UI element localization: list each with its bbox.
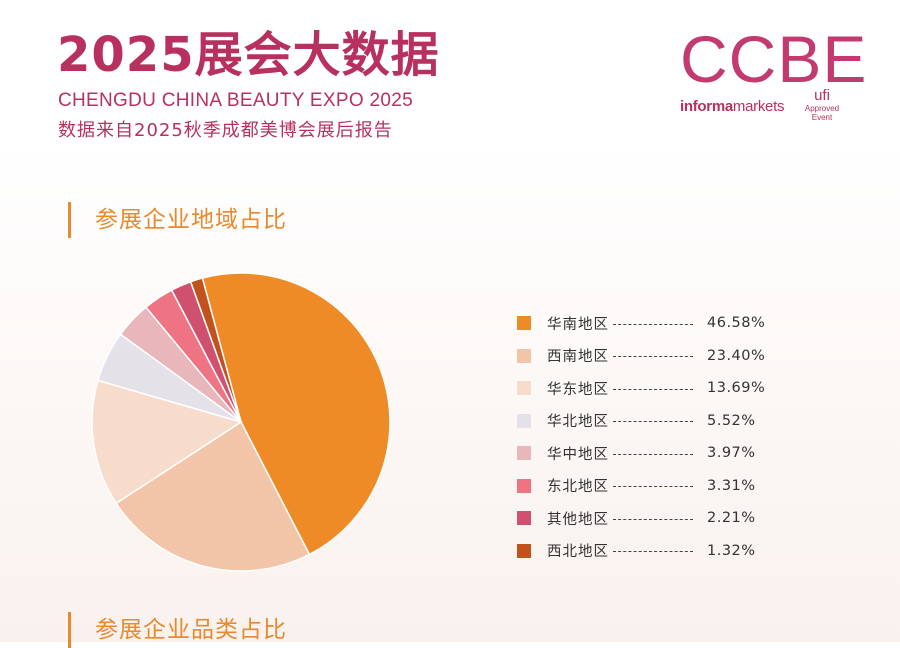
- legend-percentage: 3.97%: [707, 445, 756, 462]
- pie-legend: 华南地区 46.58% 西南地区 23.40% 华东地区 13.69% 华北地区 5.52% 华…: [517, 307, 765, 567]
- legend-item: 西南地区 23.40%: [517, 340, 765, 373]
- legend-dash-line: [613, 518, 693, 520]
- legend-dash-line: [613, 486, 693, 488]
- legend-item: 其他地区 2.21%: [517, 502, 765, 535]
- section-title-category: 参展企业品类占比: [68, 612, 287, 648]
- legend-label: 东北地区: [547, 479, 609, 496]
- informa-wordmark: informa: [680, 98, 733, 115]
- legend-percentage: 5.52%: [707, 412, 756, 429]
- pie-slice-3: [91, 379, 243, 505]
- informa-markets-logo: informamarkets: [680, 98, 784, 115]
- legend-dash-line: [613, 551, 693, 553]
- legend-label: 其他地区: [547, 511, 609, 528]
- legend-label: 华东地区: [547, 381, 609, 398]
- legend-swatch: [517, 381, 531, 396]
- legend-percentage: 1.32%: [707, 542, 756, 559]
- legend-item: 华中地区 3.97%: [517, 437, 765, 470]
- legend-swatch: [517, 543, 531, 558]
- ufi-event-text: Event: [811, 113, 833, 122]
- pie-slice-8: [189, 277, 242, 423]
- legend-label: 华南地区: [547, 316, 609, 333]
- ufi-wordmark: ufi: [814, 87, 830, 104]
- legend-item: 华东地区 13.69%: [517, 372, 765, 405]
- legend-swatch: [517, 446, 531, 461]
- legend-dash-line: [613, 323, 693, 325]
- legend-item: 东北地区 3.31%: [517, 470, 765, 503]
- legend-swatch: [517, 348, 531, 363]
- page-title: 2025展会大数据: [57, 27, 440, 83]
- subtitle-english: CHENGDU CHINA BEAUTY EXPO 2025: [58, 90, 413, 111]
- legend-percentage: 13.69%: [707, 380, 766, 397]
- ufi-approved-text: Approved: [804, 104, 840, 113]
- legend-percentage: 3.31%: [707, 477, 756, 494]
- legend-label: 西南地区: [547, 349, 609, 366]
- subtitle-chinese: 数据来自2025秋季成都美博会展后报告: [58, 120, 393, 141]
- section-title-region: 参展企业地域占比: [68, 202, 287, 238]
- legend-label: 西北地区: [547, 544, 609, 561]
- legend-item: 华北地区 5.52%: [517, 405, 765, 438]
- legend-swatch: [517, 413, 531, 428]
- legend-percentage: 2.21%: [707, 510, 756, 527]
- legend-swatch: [517, 316, 531, 331]
- legend-dash-line: [613, 356, 693, 358]
- legend-percentage: 46.58%: [707, 315, 766, 332]
- markets-wordmark: markets: [732, 98, 785, 115]
- legend-percentage: 23.40%: [707, 347, 766, 364]
- legend-label: 华北地区: [547, 414, 609, 431]
- pie-slice-1: [201, 272, 391, 556]
- legend-dash-line: [613, 453, 693, 455]
- pie-slice-2: [115, 420, 311, 572]
- legend-swatch: [517, 478, 531, 493]
- legend-swatch: [517, 511, 531, 526]
- legend-dash-line: [613, 421, 693, 423]
- legend-dash-line: [613, 388, 693, 390]
- ufi-approved-logo: ufi Approved Event: [800, 87, 844, 123]
- legend-label: 华中地区: [547, 446, 609, 463]
- legend-item: 华南地区 46.58%: [517, 307, 765, 340]
- ccbe-logo: CCBE: [680, 22, 868, 96]
- legend-item: 西北地区 1.32%: [517, 535, 765, 568]
